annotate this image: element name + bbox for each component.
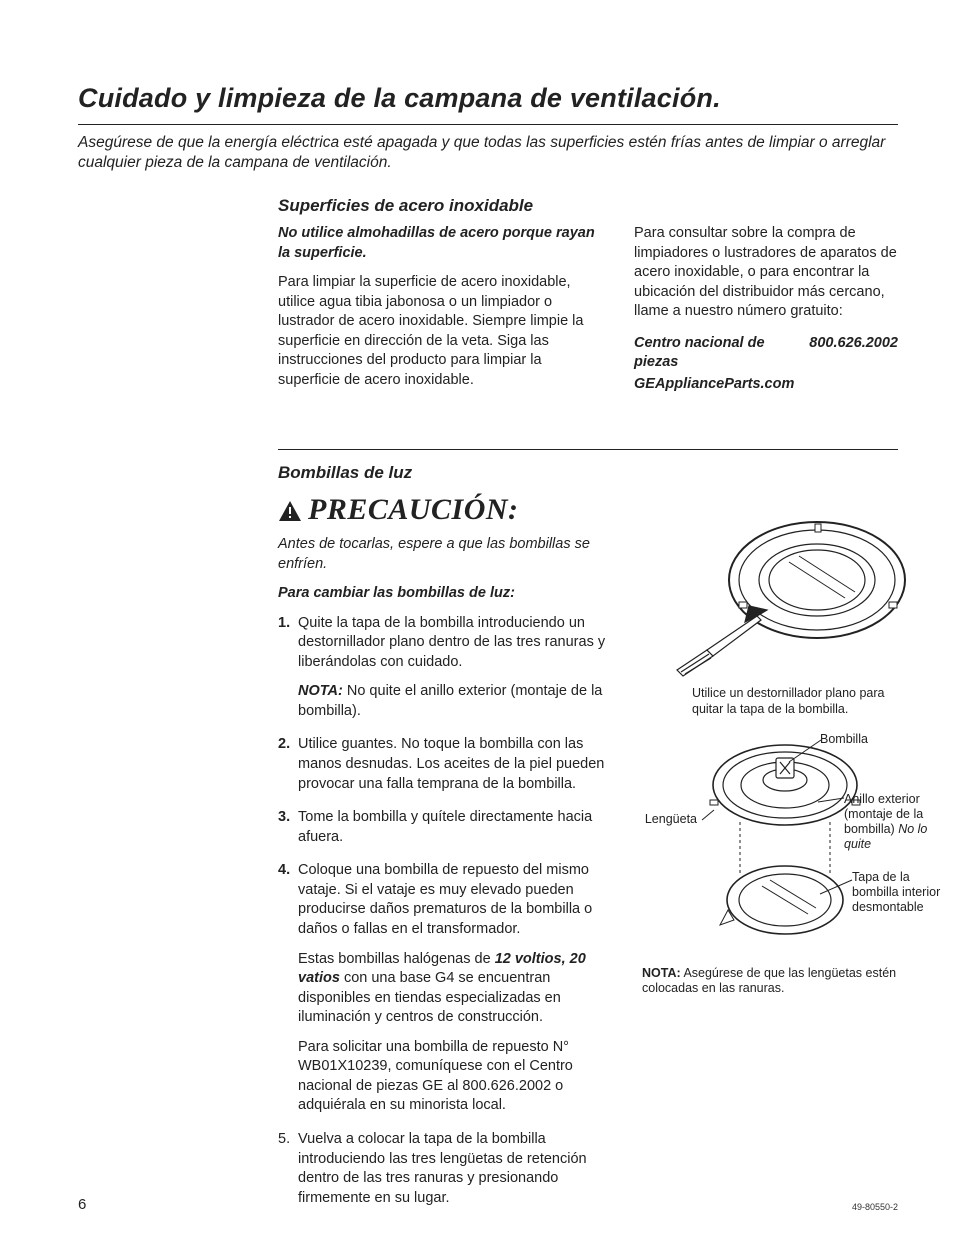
page-number: 6	[78, 1195, 86, 1215]
leader-tapa	[818, 878, 854, 898]
figure-column: Utilice un destornillador plano para qui…	[634, 490, 942, 1222]
step-1: Quite la tapa de la bombilla introducien…	[278, 614, 610, 722]
change-heading: Para cambiar las bombillas de luz:	[278, 584, 616, 604]
caution-text: PRECAUCIÓN:	[308, 490, 519, 531]
contact-line: Centro nacional de piezas 800.626.2002	[634, 334, 898, 373]
step-5-text: Vuelva a colocar la tapa de la bombilla …	[298, 1131, 587, 1206]
step-3: Tome la bombilla y quítele directamente …	[278, 808, 610, 847]
step-2: Utilice guantes. No toque la bombilla co…	[278, 735, 610, 794]
page: Cuidado y limpieza de la campana de vent…	[78, 80, 898, 1215]
figure-1	[667, 510, 917, 680]
leader-bombilla	[787, 738, 827, 766]
stainless-left-para: Para limpiar la superficie de acero inox…	[278, 273, 606, 390]
warning-icon	[278, 500, 302, 522]
step-4b: Estas bombillas halógenas de 12 voltios,…	[298, 950, 610, 1028]
figure-2-wrap: Bombilla Lengüeta Anillo exterior (monta…	[642, 730, 942, 960]
step-1-note-label: NOTA:	[298, 683, 343, 699]
leader-anillo	[816, 788, 846, 808]
contact-site: GEApplianceParts.com	[634, 375, 898, 395]
section-stainless: Superficies de acero inoxidable No utili…	[278, 195, 898, 1222]
doc-code: 49-80550-2	[852, 1201, 898, 1213]
contact-label: Centro nacional de piezas	[634, 334, 809, 373]
stainless-warning: No utilice almohadillas de acero porque …	[278, 224, 606, 263]
figure-2-note: NOTA: Asegúrese de que las lengüetas est…	[642, 966, 932, 997]
caution-heading: PRECAUCIÓN:	[278, 490, 616, 531]
intro-text: Asegúrese de que la energía eléctrica es…	[78, 133, 898, 173]
step-2-text: Utilice guantes. No toque la bombilla co…	[298, 736, 604, 791]
label-anillo: Anillo exterior (montaje de la bombilla)…	[844, 792, 942, 852]
page-title: Cuidado y limpieza de la campana de vent…	[78, 80, 898, 116]
bulbs-heading: Bombillas de luz	[278, 462, 898, 485]
step-4a-text: Coloque una bombilla de repuesto del mis…	[298, 862, 592, 937]
step-1-text: Quite la tapa de la bombilla introducien…	[298, 615, 605, 670]
step-1-note-text: No quite el anillo exterior (montaje de …	[298, 683, 602, 719]
step-4b-pre: Estas bombillas halógenas de	[298, 951, 495, 967]
label-tapa: Tapa de la bombilla interior desmontable	[852, 870, 942, 915]
step-4c: Para solicitar una bombilla de repuesto …	[298, 1038, 610, 1116]
step-5: Vuelva a colocar la tapa de la bombilla …	[278, 1130, 610, 1208]
label-bombilla: Bombilla	[820, 732, 868, 747]
steps-list: Quite la tapa de la bombilla introducien…	[278, 614, 610, 1209]
label-lengueta: Lengüeta	[642, 812, 697, 827]
stainless-right-para: Para consultar sobre la compra de limpia…	[634, 224, 898, 322]
step-1-note: NOTA: No quite el anillo exterior (monta…	[298, 682, 610, 721]
section-divider	[278, 449, 898, 450]
figure-1-caption: Utilice un destornillador plano para qui…	[692, 686, 902, 717]
step-3-text: Tome la bombilla y quítele directamente …	[298, 809, 592, 845]
figure-2-note-text: Asegúrese de que las lengüetas estén col…	[642, 966, 896, 996]
caution-sub: Antes de tocarlas, espere a que las bomb…	[278, 535, 608, 574]
contact-phone: 800.626.2002	[809, 334, 898, 373]
figure-2-note-label: NOTA:	[642, 966, 681, 980]
step-4: Coloque una bombilla de repuesto del mis…	[278, 861, 610, 1116]
stainless-heading: Superficies de acero inoxidable	[278, 195, 898, 218]
title-rule	[78, 124, 898, 125]
